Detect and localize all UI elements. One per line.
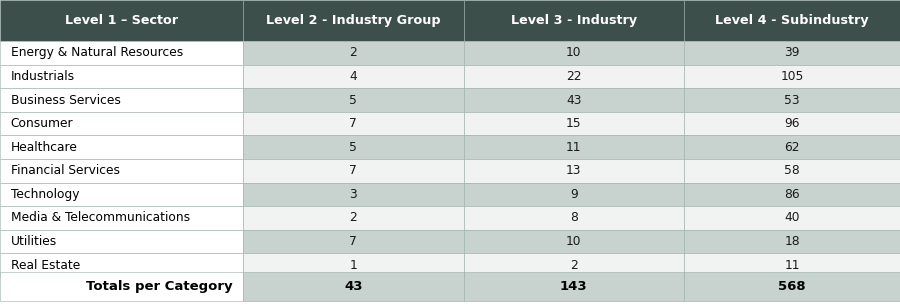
Text: Level 3 - Industry: Level 3 - Industry bbox=[510, 14, 637, 27]
Text: Real Estate: Real Estate bbox=[11, 259, 80, 272]
Bar bbox=[684, 183, 900, 206]
Bar bbox=[243, 272, 464, 300]
Bar bbox=[464, 253, 684, 277]
Text: 2: 2 bbox=[349, 46, 357, 59]
Bar bbox=[0, 65, 243, 88]
Bar bbox=[243, 159, 464, 183]
Bar bbox=[0, 230, 243, 253]
Bar bbox=[464, 0, 684, 41]
Bar bbox=[684, 159, 900, 183]
Bar bbox=[243, 88, 464, 112]
Text: Consumer: Consumer bbox=[11, 117, 74, 130]
Bar bbox=[684, 65, 900, 88]
Bar bbox=[464, 88, 684, 112]
Bar bbox=[0, 183, 243, 206]
Text: Media & Telecommunications: Media & Telecommunications bbox=[11, 211, 190, 224]
Bar bbox=[0, 159, 243, 183]
Text: 86: 86 bbox=[784, 188, 800, 201]
Bar bbox=[0, 272, 243, 300]
Text: 11: 11 bbox=[566, 141, 581, 154]
Text: Technology: Technology bbox=[11, 188, 79, 201]
Text: 15: 15 bbox=[566, 117, 581, 130]
Text: Level 2 - Industry Group: Level 2 - Industry Group bbox=[266, 14, 441, 27]
Text: Industrials: Industrials bbox=[11, 70, 75, 83]
Text: 7: 7 bbox=[349, 117, 357, 130]
Bar bbox=[243, 65, 464, 88]
Text: 3: 3 bbox=[349, 188, 357, 201]
Bar bbox=[464, 112, 684, 135]
Bar bbox=[0, 253, 243, 277]
Bar bbox=[684, 253, 900, 277]
Bar bbox=[464, 183, 684, 206]
Bar bbox=[0, 0, 243, 41]
Bar bbox=[243, 0, 464, 41]
Text: Level 1 – Sector: Level 1 – Sector bbox=[65, 14, 178, 27]
Bar bbox=[243, 112, 464, 135]
Bar bbox=[464, 135, 684, 159]
Bar bbox=[243, 230, 464, 253]
Text: 2: 2 bbox=[570, 259, 578, 272]
Bar bbox=[684, 206, 900, 230]
Text: Level 4 - Subindustry: Level 4 - Subindustry bbox=[716, 14, 868, 27]
Bar bbox=[0, 135, 243, 159]
Text: 96: 96 bbox=[784, 117, 800, 130]
Text: 53: 53 bbox=[784, 94, 800, 107]
Text: 568: 568 bbox=[778, 280, 806, 293]
Bar bbox=[243, 135, 464, 159]
Bar bbox=[684, 272, 900, 300]
Text: 105: 105 bbox=[780, 70, 804, 83]
Bar bbox=[464, 230, 684, 253]
Text: 5: 5 bbox=[349, 94, 357, 107]
Bar bbox=[0, 41, 243, 65]
Bar bbox=[243, 206, 464, 230]
Text: Financial Services: Financial Services bbox=[11, 164, 120, 177]
Text: Utilities: Utilities bbox=[11, 235, 57, 248]
Bar bbox=[0, 112, 243, 135]
Text: 10: 10 bbox=[566, 46, 581, 59]
Text: 8: 8 bbox=[570, 211, 578, 224]
Text: Energy & Natural Resources: Energy & Natural Resources bbox=[11, 46, 183, 59]
Text: Totals per Category: Totals per Category bbox=[86, 280, 232, 293]
Bar bbox=[684, 112, 900, 135]
Text: 2: 2 bbox=[349, 211, 357, 224]
Text: 7: 7 bbox=[349, 235, 357, 248]
Text: 18: 18 bbox=[784, 235, 800, 248]
Text: 43: 43 bbox=[344, 280, 363, 293]
Bar bbox=[243, 183, 464, 206]
Bar bbox=[684, 88, 900, 112]
Bar bbox=[0, 206, 243, 230]
Text: Healthcare: Healthcare bbox=[11, 141, 77, 154]
Text: 43: 43 bbox=[566, 94, 581, 107]
Bar bbox=[684, 41, 900, 65]
Text: 13: 13 bbox=[566, 164, 581, 177]
Text: 58: 58 bbox=[784, 164, 800, 177]
Bar bbox=[464, 206, 684, 230]
Bar bbox=[464, 65, 684, 88]
Bar bbox=[464, 41, 684, 65]
Bar bbox=[684, 230, 900, 253]
Bar bbox=[243, 41, 464, 65]
Text: 39: 39 bbox=[784, 46, 800, 59]
Bar bbox=[464, 159, 684, 183]
Text: 10: 10 bbox=[566, 235, 581, 248]
Bar bbox=[684, 135, 900, 159]
Text: 1: 1 bbox=[349, 259, 357, 272]
Text: 62: 62 bbox=[784, 141, 800, 154]
Text: 11: 11 bbox=[784, 259, 800, 272]
Text: 5: 5 bbox=[349, 141, 357, 154]
Text: 7: 7 bbox=[349, 164, 357, 177]
Bar bbox=[684, 0, 900, 41]
Bar bbox=[464, 272, 684, 300]
Text: 143: 143 bbox=[560, 280, 588, 293]
Text: 22: 22 bbox=[566, 70, 581, 83]
Text: Business Services: Business Services bbox=[11, 94, 121, 107]
Text: 9: 9 bbox=[570, 188, 578, 201]
Bar bbox=[243, 253, 464, 277]
Text: 40: 40 bbox=[784, 211, 800, 224]
Text: 4: 4 bbox=[349, 70, 357, 83]
Bar bbox=[0, 88, 243, 112]
